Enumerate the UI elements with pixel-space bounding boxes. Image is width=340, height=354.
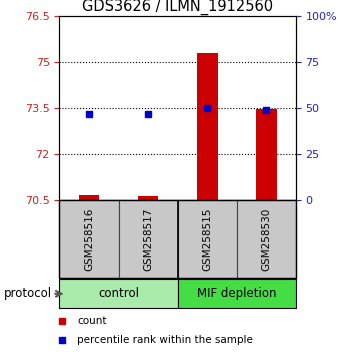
Text: GSM258517: GSM258517 bbox=[143, 207, 153, 271]
Bar bbox=[59, 200, 119, 278]
Bar bbox=[237, 200, 296, 278]
Bar bbox=[119, 200, 177, 278]
Text: count: count bbox=[77, 316, 106, 326]
Text: GSM258530: GSM258530 bbox=[261, 207, 271, 270]
Bar bbox=[177, 200, 237, 278]
Bar bbox=[197, 53, 218, 200]
Bar bbox=[59, 280, 177, 308]
Bar bbox=[138, 196, 158, 200]
Text: control: control bbox=[98, 287, 139, 300]
Title: GDS3626 / ILMN_1912560: GDS3626 / ILMN_1912560 bbox=[82, 0, 273, 15]
Text: GSM258515: GSM258515 bbox=[202, 207, 212, 271]
Text: GSM258516: GSM258516 bbox=[84, 207, 94, 271]
Text: MIF depletion: MIF depletion bbox=[197, 287, 276, 300]
Bar bbox=[177, 280, 296, 308]
Bar bbox=[256, 109, 277, 200]
Bar bbox=[79, 195, 99, 200]
Text: protocol: protocol bbox=[4, 287, 52, 300]
Text: percentile rank within the sample: percentile rank within the sample bbox=[77, 335, 253, 345]
